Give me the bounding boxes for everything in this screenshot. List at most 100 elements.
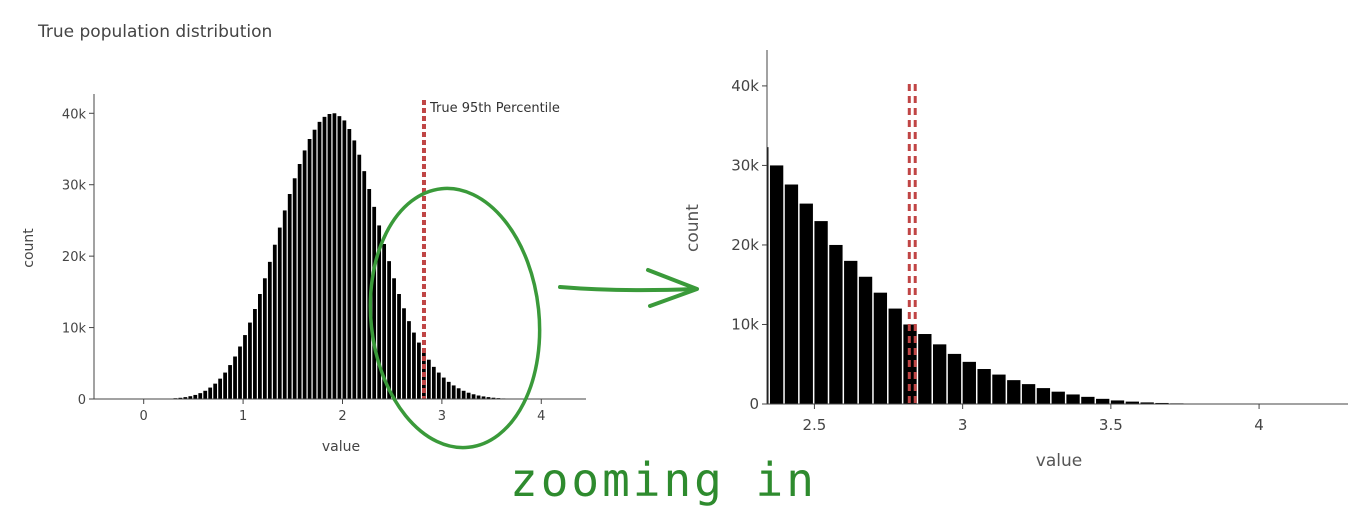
right-y-axis-label: count — [683, 204, 703, 252]
left-bar — [347, 129, 351, 399]
left-bar — [323, 117, 327, 399]
right-bar — [814, 221, 827, 404]
left-bar — [342, 120, 346, 399]
left-bar — [308, 139, 312, 399]
left-bar — [303, 150, 307, 399]
right-bar — [1052, 392, 1065, 404]
right-bar — [948, 354, 961, 404]
zoom-arrow — [560, 287, 695, 290]
left-bar — [432, 367, 436, 399]
left-bar — [198, 393, 202, 399]
y-tick-label: 0 — [78, 393, 86, 408]
percentile-annotation-label: True 95th Percentile — [429, 101, 560, 116]
right-bar — [800, 204, 813, 404]
right-bar — [829, 245, 842, 404]
y-tick-label: 0 — [749, 395, 759, 413]
left-bar — [243, 335, 247, 399]
right-bar — [785, 185, 798, 404]
left-bar — [213, 384, 217, 399]
right-bar — [963, 362, 976, 404]
left-bar — [318, 122, 322, 399]
left-bar — [352, 140, 356, 399]
left-bar — [233, 357, 237, 400]
x-tick-label: 1 — [239, 409, 247, 424]
left-bar — [293, 178, 297, 399]
right-bar — [1007, 380, 1020, 404]
zoom-circle — [358, 180, 552, 456]
left-bar — [338, 116, 342, 399]
left-bar — [268, 262, 272, 399]
left-bar — [283, 210, 287, 399]
left-bar — [298, 164, 302, 399]
left-bar — [437, 373, 441, 399]
right-bar — [992, 375, 1005, 404]
x-tick-label: 4 — [537, 409, 545, 424]
left-bar — [392, 278, 396, 399]
zoom-caption: zooming in — [510, 453, 817, 507]
x-tick-label: 0 — [140, 409, 148, 424]
right-bar — [844, 261, 857, 404]
x-tick-label: 3 — [958, 416, 968, 434]
right-bar — [1096, 399, 1109, 404]
left-bar — [387, 261, 391, 399]
left-bar — [278, 228, 282, 399]
left-bar — [447, 382, 451, 399]
left-bar — [263, 278, 267, 399]
left-bar — [402, 308, 406, 399]
left-bar — [427, 360, 431, 399]
right-bar — [874, 293, 887, 404]
left-bar — [452, 385, 456, 399]
y-tick-label: 40k — [731, 77, 759, 95]
left-bar — [407, 321, 411, 399]
hand-drawn-overlay: zooming in — [358, 180, 817, 507]
right-bar — [1081, 397, 1094, 404]
left-bar — [208, 388, 212, 399]
left-chart: 0 1 2 3 4 0 10k 20k 30k 40k value count True 95th… — [21, 94, 586, 455]
right-x-axis-label: value — [1036, 451, 1082, 471]
y-tick-label: 10k — [62, 322, 87, 337]
left-bar — [397, 294, 401, 399]
left-bar — [193, 395, 197, 399]
left-bar — [417, 343, 421, 399]
left-bar — [248, 323, 252, 399]
right-bar — [1111, 400, 1124, 404]
left-bar — [372, 207, 376, 399]
left-x-axis-label: value — [322, 439, 360, 455]
left-bar — [288, 194, 292, 399]
y-tick-label: 10k — [731, 315, 759, 333]
right-bar — [918, 334, 931, 404]
left-bar — [258, 294, 262, 399]
left-bar — [228, 365, 232, 399]
y-tick-label: 20k — [62, 250, 87, 265]
left-bar — [357, 155, 361, 399]
left-bar — [333, 113, 337, 399]
left-bar — [273, 245, 277, 399]
left-bar — [462, 391, 466, 399]
left-bar — [328, 114, 332, 399]
y-tick-label: 30k — [62, 179, 87, 194]
left-bar — [362, 171, 366, 399]
left-y-axis-label: count — [21, 228, 37, 268]
left-bar — [457, 388, 461, 399]
x-tick-label: 4 — [1254, 416, 1264, 434]
left-bar — [442, 378, 446, 399]
right-bar — [889, 309, 902, 404]
x-tick-label: 2 — [338, 409, 346, 424]
right-bar — [1037, 388, 1050, 404]
left-bar — [203, 391, 207, 399]
left-bar — [477, 396, 481, 400]
y-tick-label: 30k — [731, 156, 759, 174]
x-tick-label: 3.5 — [1099, 416, 1123, 434]
y-tick-label: 40k — [62, 107, 87, 122]
left-bar — [313, 130, 317, 399]
left-bar — [472, 394, 476, 399]
right-bar — [977, 369, 990, 404]
right-bar — [1066, 394, 1079, 404]
left-bar — [218, 379, 222, 399]
left-bar — [467, 393, 471, 399]
x-tick-label: 3 — [438, 409, 446, 424]
right-bar — [859, 277, 872, 404]
left-bar — [253, 309, 257, 399]
left-bar — [223, 373, 227, 399]
